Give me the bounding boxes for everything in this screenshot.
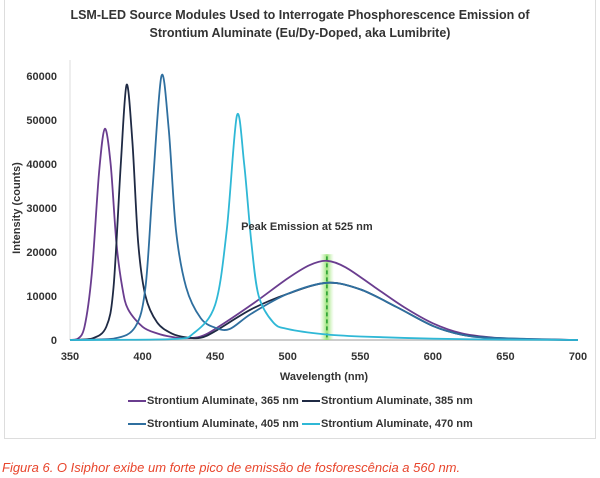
figure-caption: Figura 6. O Isiphor exibe um forte pico … xyxy=(2,460,461,475)
y-axis-label: Intensity (counts) xyxy=(11,162,23,254)
x-tick-label: 500 xyxy=(279,351,297,363)
series-line-405nm xyxy=(69,73,579,341)
chart-title-line-1: LSM-LED Source Modules Used to Interroga… xyxy=(70,8,530,22)
legend-swatch xyxy=(128,423,146,425)
series-line-470nm xyxy=(69,112,579,341)
y-tick-label: 20000 xyxy=(26,247,57,259)
y-tick-label: 40000 xyxy=(26,159,57,171)
peak-annotation: Peak Emission at 525 nm xyxy=(241,221,373,233)
y-tick-label: 50000 xyxy=(26,115,57,127)
legend-item-470: Strontium Aluminate, 470 nm xyxy=(302,418,473,430)
legend-label: Strontium Aluminate, 405 nm xyxy=(147,418,299,430)
legend-swatch xyxy=(302,400,320,402)
x-tick-label: 450 xyxy=(206,351,224,363)
x-tick-label: 350 xyxy=(61,351,79,363)
chart-frame xyxy=(4,0,596,439)
x-tick-label: 400 xyxy=(133,351,151,363)
y-tick-label: 60000 xyxy=(26,71,57,83)
legend-swatch xyxy=(128,400,146,402)
y-tick-label: 0 xyxy=(51,335,57,347)
chart-title-line-2: Strontium Aluminate (Eu/Dy-Doped, aka Lu… xyxy=(149,26,451,40)
legend-item-405: Strontium Aluminate, 405 nm xyxy=(128,418,299,430)
peak-highlight-band xyxy=(319,254,334,340)
legend-label: Strontium Aluminate, 385 nm xyxy=(321,395,473,407)
x-tick-label: 600 xyxy=(424,351,442,363)
legend-label: Strontium Aluminate, 365 nm xyxy=(147,395,299,407)
legend-item-365: Strontium Aluminate, 365 nm xyxy=(128,395,299,407)
x-axis-label: Wavelength (nm) xyxy=(280,371,369,383)
chart-plot: 350 400 450 500 550 600 650 700 0 10000 20000 30000… xyxy=(11,60,587,383)
legend-item-385: Strontium Aluminate, 385 nm xyxy=(302,395,473,407)
legend-label: Strontium Aluminate, 470 nm xyxy=(321,418,473,430)
x-tick-label: 700 xyxy=(569,351,587,363)
x-tick-label: 550 xyxy=(351,351,369,363)
legend-swatch xyxy=(302,423,320,425)
y-tick-label: 30000 xyxy=(26,203,57,215)
y-tick-label: 10000 xyxy=(26,291,57,303)
x-tick-label: 650 xyxy=(496,351,514,363)
